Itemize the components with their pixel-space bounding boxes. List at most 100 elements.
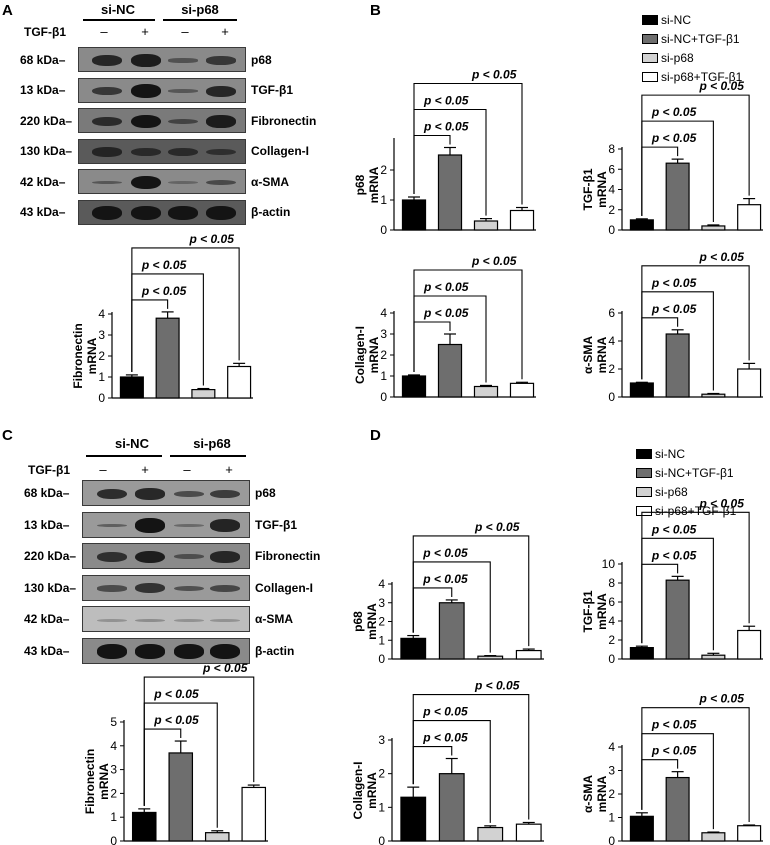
y-tick-label: 10	[602, 557, 616, 571]
bar	[701, 225, 726, 231]
significance-label: p < 0.05	[153, 713, 199, 727]
bar	[665, 579, 690, 660]
kda-label: 13 kDa–	[24, 517, 70, 532]
group-underline	[83, 19, 155, 21]
y-tick-label: 5	[110, 715, 117, 729]
significance-label: p < 0.05	[651, 522, 697, 536]
blot-band	[206, 148, 236, 156]
treatment-label: TGF-β1	[28, 463, 70, 477]
blot-band	[168, 118, 198, 125]
group-label-si-p68: si-p68	[193, 436, 231, 451]
blot-band	[97, 488, 127, 500]
y-tick-label: 0	[98, 391, 105, 405]
significance-label: p < 0.05	[202, 661, 248, 675]
blot-band	[131, 84, 161, 98]
bar	[438, 602, 465, 660]
blot-strip	[82, 511, 250, 538]
y-tick-label: 1	[98, 370, 105, 384]
blot-band	[168, 58, 198, 63]
blot-band	[206, 206, 236, 220]
y-axis-label: mRNA	[367, 336, 381, 373]
blot-band	[135, 488, 165, 500]
y-tick-label: 2	[378, 767, 385, 781]
treatment-sign: +	[225, 462, 233, 477]
blot-band	[135, 550, 165, 564]
significance-label: p < 0.05	[699, 79, 745, 93]
bar	[665, 776, 690, 842]
blot-strip	[78, 108, 246, 133]
significance-label: p < 0.05	[474, 520, 520, 534]
panel-letter-c: C	[2, 427, 13, 444]
bar	[437, 343, 463, 398]
blot-band	[174, 618, 204, 622]
blot-band	[210, 584, 240, 593]
bar	[437, 154, 463, 231]
kda-label: 43 kDa–	[24, 643, 70, 658]
y-tick-label: 4	[98, 307, 105, 321]
y-tick-label: 1	[380, 369, 387, 383]
significance-label: p < 0.05	[141, 258, 187, 272]
bar	[737, 629, 762, 660]
panel-letter-b: B	[370, 2, 381, 19]
blot-band	[135, 644, 165, 659]
blot-band	[174, 585, 204, 592]
bar	[400, 796, 427, 842]
blot-band	[97, 644, 127, 659]
kda-label: 68 kDa–	[24, 486, 70, 500]
y-tick-label: 2	[110, 786, 117, 800]
blot-strip	[82, 606, 250, 632]
y-tick-label: 2	[380, 163, 387, 177]
protein-label: Collagen-I	[251, 144, 310, 158]
blot-band	[92, 55, 122, 66]
blot-band	[135, 518, 165, 533]
group-underline	[163, 19, 237, 21]
legend-label: si-NC	[655, 447, 685, 461]
blot-band	[97, 523, 127, 528]
bar	[191, 389, 216, 399]
bar	[701, 654, 726, 660]
y-axis-label: mRNA	[97, 763, 111, 800]
panel-letter-a: A	[2, 2, 13, 19]
blot-strip	[82, 543, 250, 569]
blot-strip	[82, 480, 250, 506]
y-tick-label: 2	[608, 203, 615, 217]
legend-swatch	[642, 72, 658, 82]
blot-band	[206, 56, 236, 65]
y-tick-label: 3	[110, 763, 117, 777]
y-axis-label: mRNA	[595, 593, 609, 630]
bar	[401, 199, 427, 231]
panel-letter-d: D	[370, 427, 381, 444]
treatment-sign: –	[183, 462, 191, 477]
bar	[509, 209, 535, 231]
blot-band	[131, 147, 161, 157]
kda-label: 42 kDa–	[20, 174, 66, 189]
kda-label: 68 kDa–	[20, 52, 66, 67]
bar	[241, 786, 267, 842]
significance-bracket	[641, 511, 750, 644]
legend-label: si-p68	[661, 51, 694, 65]
legend-item: si-NC+TGF-β1	[636, 466, 734, 480]
significance-label: p < 0.05	[153, 687, 199, 701]
bar	[477, 826, 504, 842]
protein-label: Fibronectin	[251, 113, 317, 128]
y-axis-label: Fibronectin	[83, 749, 97, 814]
bar	[737, 368, 762, 398]
legend-swatch	[642, 15, 658, 25]
significance-label: p < 0.05	[423, 306, 469, 320]
y-tick-label: 0	[608, 390, 615, 404]
blot-band	[92, 116, 122, 127]
blot-strip	[78, 77, 246, 103]
y-tick-label: 0	[608, 652, 615, 666]
y-tick-label: 0	[608, 223, 615, 237]
significance-label: p < 0.05	[141, 284, 187, 298]
blot-band	[135, 618, 165, 622]
y-tick-label: 1	[608, 811, 615, 825]
y-axis-label: Fibronectin	[71, 323, 85, 388]
blot-band	[168, 206, 198, 220]
y-tick-label: 4	[380, 306, 387, 320]
y-tick-label: 2	[380, 348, 387, 362]
y-axis-label: mRNA	[85, 337, 99, 374]
blot-band	[168, 89, 198, 93]
blot-band	[97, 618, 127, 622]
blot-band	[92, 147, 122, 157]
